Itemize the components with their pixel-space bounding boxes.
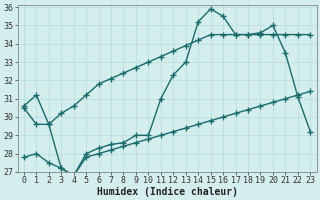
X-axis label: Humidex (Indice chaleur): Humidex (Indice chaleur)	[97, 186, 237, 197]
